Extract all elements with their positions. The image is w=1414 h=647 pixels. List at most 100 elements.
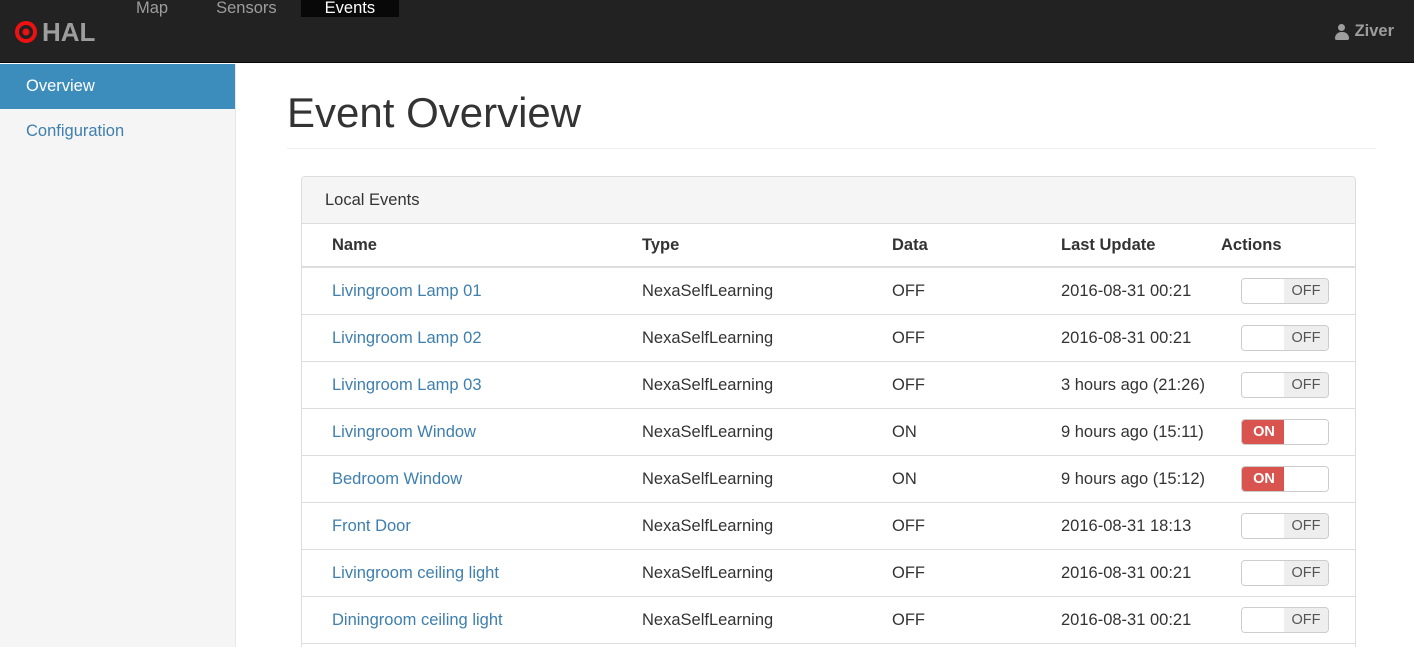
event-toggle-switch[interactable]: OFF — [1241, 513, 1329, 540]
column-header-name[interactable]: Name — [302, 224, 634, 269]
user-name: Ziver — [1354, 22, 1394, 40]
toggle-right-half: OFF — [1284, 279, 1328, 304]
cell-type: NexaSelfLearning — [634, 314, 884, 362]
local-events-panel: Local Events Name Type Data Last Update … — [301, 176, 1356, 647]
event-toggle-switch[interactable]: OFF — [1241, 278, 1329, 305]
cell-last-update: 2016-08-31 00:21 — [1053, 596, 1214, 644]
event-toggle-switch[interactable]: ON — [1241, 419, 1329, 446]
brand-logo[interactable]: HAL — [8, 0, 110, 63]
event-name-link[interactable]: Livingroom Lamp 02 — [332, 328, 482, 347]
sidebar-link-overview[interactable]: Overview — [0, 64, 235, 110]
cell-actions: OFF — [1213, 643, 1355, 647]
event-name-link[interactable]: Diningroom ceiling light — [332, 610, 503, 629]
cell-data: OFF — [884, 314, 1053, 362]
cell-last-update: 3 hours ago (21:26) — [1053, 361, 1214, 409]
cell-last-update: 2016-08-31 18:13 — [1053, 502, 1214, 550]
cell-name: Livingroom Window — [302, 408, 634, 456]
toggle-left-half: ON — [1242, 467, 1286, 492]
toggle-left-half — [1242, 608, 1286, 633]
events-table-header-row: Name Type Data Last Update Actions — [302, 224, 1355, 269]
event-toggle-switch[interactable]: OFF — [1241, 325, 1329, 352]
cell-last-update: 2016-08-31 00:21 — [1053, 549, 1214, 597]
toggle-right-half: OFF — [1284, 373, 1328, 398]
cell-name: Livingroom Lamp 03 — [302, 361, 634, 409]
cell-data: ON — [884, 408, 1053, 456]
cell-name: Livingroom Lamp 02 — [302, 314, 634, 362]
table-row: Bedroom Window NexaSelfLearning ON 9 hours … — [302, 455, 1355, 503]
cell-last-update: 2016-08-31 00:21 — [1053, 314, 1214, 362]
user-icon — [1334, 23, 1349, 40]
cell-last-update: 2016-08-31 00:21 — [1061, 281, 1192, 300]
cell-type: NexaSelfLearning — [642, 281, 774, 300]
sidebar-nav: Overview Configuration — [0, 64, 235, 154]
cell-data: ON — [884, 455, 1053, 503]
main-content: Event Overview Local Events Name Type Da… — [237, 64, 1414, 647]
column-header-type[interactable]: Type — [634, 224, 884, 269]
table-row: Livingroom Window NexaSelfLearning ON 9 hou… — [302, 408, 1355, 456]
cell-data: OFF — [892, 281, 925, 300]
toggle-right-half — [1284, 420, 1328, 445]
cell-name: Bedroom Window — [302, 455, 634, 503]
cell-name: Front Door — [302, 502, 634, 550]
toggle-right-half: OFF — [1284, 608, 1328, 633]
cell-type: NexaSelfLearning — [634, 643, 884, 647]
panel-body: Name Type Data Last Update Actions Livin… — [302, 224, 1355, 647]
event-name-link[interactable]: Bedroom Window — [332, 469, 463, 488]
table-row: Livingroom Lamp 03 NexaSelfLearning OFF 3 h… — [302, 361, 1355, 409]
column-header-data[interactable]: Data — [884, 224, 1053, 269]
cell-type: NexaSelfLearning — [634, 361, 884, 409]
user-menu[interactable]: Ziver — [1334, 0, 1394, 63]
primary-nav: Map Sensors Events — [112, 0, 400, 63]
nav-link-sensors[interactable]: Sensors — [216, 0, 277, 17]
event-toggle-switch[interactable]: ON — [1241, 466, 1329, 493]
table-row: Livingroom Lamp 02 NexaSelfLearning OFF 201… — [302, 314, 1355, 362]
cell-data: OFF — [884, 596, 1053, 644]
toggle-left-half: ON — [1242, 420, 1286, 445]
nav-item-sensors[interactable]: Sensors — [192, 0, 301, 63]
nav-link-map[interactable]: Map — [136, 0, 169, 17]
table-row: Kitchen ceiling lightNexaSelfLearningOFF… — [302, 643, 1355, 647]
top-navbar: HAL Map Sensors Events Ziver — [0, 0, 1414, 63]
table-row: Front Door NexaSelfLearning OFF 2016-08-31 … — [302, 502, 1355, 550]
toggle-left-half — [1242, 326, 1286, 351]
brand-label: HAL — [42, 16, 96, 47]
cell-actions: ON — [1213, 408, 1355, 456]
cell-last-update: 9 hours ago (15:12) — [1053, 455, 1214, 503]
event-name-link[interactable]: Livingroom Lamp 03 — [332, 375, 482, 394]
cell-last-update: 2016-08-31 00:21 — [1053, 643, 1214, 647]
event-toggle-switch[interactable]: OFF — [1241, 607, 1329, 634]
event-name-link[interactable]: Livingroom Window — [332, 422, 476, 441]
event-toggle-switch[interactable]: OFF — [1241, 372, 1329, 399]
cell-type: NexaSelfLearning — [634, 408, 884, 456]
cell-data: OFF — [884, 549, 1053, 597]
toggle-right-half: OFF — [1284, 326, 1328, 351]
cell-actions: OFF — [1213, 596, 1355, 644]
toggle-left-half — [1242, 514, 1286, 539]
toggle-right-half: OFF — [1284, 561, 1328, 586]
cell-type: NexaSelfLearning — [634, 502, 884, 550]
cell-type: NexaSelfLearning — [634, 455, 884, 503]
nav-item-events[interactable]: Events — [300, 0, 400, 63]
column-header-last-update[interactable]: Last Update — [1053, 224, 1214, 269]
toggle-right-half: OFF — [1284, 514, 1328, 539]
nav-link-events[interactable]: Events — [300, 0, 400, 17]
sidebar-link-configuration[interactable]: Configuration — [26, 122, 125, 141]
target-icon — [15, 21, 37, 43]
nav-item-map[interactable]: Map — [112, 0, 192, 63]
event-toggle-switch[interactable]: OFF — [1241, 560, 1329, 587]
event-name-link[interactable]: Livingroom ceiling light — [332, 563, 499, 582]
cell-name: Livingroom Lamp 01 — [302, 267, 634, 315]
cell-name: Livingroom ceiling light — [302, 549, 634, 597]
toggle-right-half — [1284, 467, 1328, 492]
cell-name: Kitchen ceiling light — [302, 643, 634, 647]
cell-data: OFF — [884, 502, 1053, 550]
event-name-link[interactable]: Livingroom Lamp 01 — [332, 281, 482, 300]
title-divider — [287, 148, 1376, 150]
sidebar-item-configuration[interactable]: Configuration — [0, 109, 235, 154]
cell-data: OFF — [884, 643, 1053, 647]
events-table-body: Livingroom Lamp 01 NexaSelfLearning OFF 201… — [302, 267, 1355, 647]
event-name-link[interactable]: Front Door — [332, 516, 411, 535]
cell-actions: OFF — [1213, 361, 1355, 409]
table-row: Livingroom Lamp 01 NexaSelfLearning OFF 201… — [302, 267, 1355, 315]
sidebar-item-overview[interactable]: Overview — [0, 64, 235, 110]
